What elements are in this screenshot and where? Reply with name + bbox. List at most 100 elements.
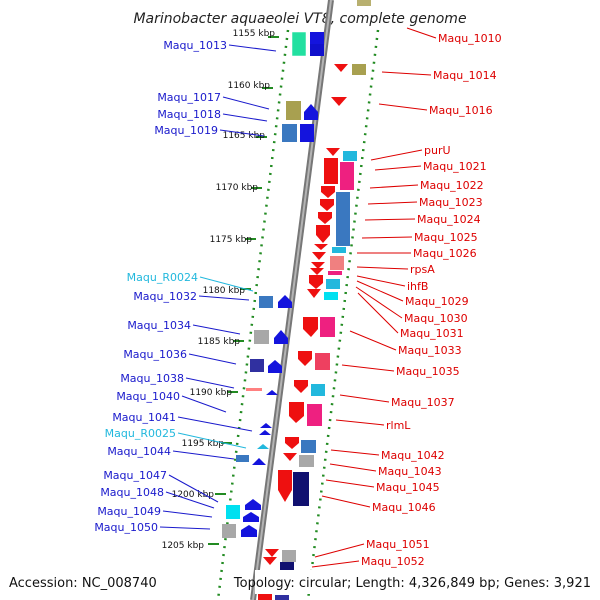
gene-feature[interactable] — [241, 525, 257, 537]
gene-feature[interactable] — [336, 192, 350, 246]
gene-feature[interactable] — [259, 296, 273, 308]
gene-feature[interactable] — [260, 423, 272, 428]
gene-label[interactable]: Maqu_1034 — [127, 319, 191, 332]
gene-feature[interactable] — [331, 97, 347, 106]
gene-feature[interactable] — [291, 31, 307, 57]
gene-feature[interactable] — [307, 404, 322, 426]
gene-feature[interactable] — [332, 247, 346, 253]
gene-feature[interactable] — [315, 353, 330, 370]
gene-feature[interactable] — [298, 351, 312, 366]
gene-label[interactable]: Maqu_1025 — [414, 231, 478, 244]
gene-label[interactable]: Maqu_1010 — [438, 32, 502, 45]
gene-feature[interactable] — [268, 360, 282, 373]
gene-feature[interactable] — [283, 453, 297, 461]
gene-label[interactable]: Maqu_1043 — [378, 465, 442, 478]
gene-feature[interactable] — [300, 124, 314, 142]
gene-feature[interactable] — [328, 271, 342, 275]
gene-feature[interactable] — [275, 595, 289, 600]
gene-label[interactable]: Maqu_1018 — [157, 108, 221, 121]
gene-feature[interactable] — [320, 199, 334, 211]
gene-label[interactable]: Maqu_1033 — [398, 344, 462, 357]
gene-feature[interactable] — [357, 0, 371, 6]
gene-feature[interactable] — [326, 148, 340, 156]
gene-label[interactable]: Maqu_1013 — [163, 39, 227, 52]
gene-feature[interactable] — [324, 158, 338, 184]
gene-label[interactable]: Maqu_1046 — [372, 501, 436, 514]
gene-label[interactable]: Maqu_1022 — [420, 179, 484, 192]
gene-label[interactable]: Maqu_1050 — [94, 521, 158, 534]
gene-label[interactable]: Maqu_1036 — [123, 348, 187, 361]
gene-feature[interactable] — [324, 292, 338, 300]
gene-feature[interactable] — [252, 458, 266, 465]
gene-label[interactable]: Maqu_1014 — [433, 69, 497, 82]
gene-feature[interactable] — [222, 524, 236, 538]
gene-label[interactable]: rlmL — [386, 419, 411, 432]
gene-label[interactable]: Maqu_1051 — [366, 538, 430, 551]
gene-feature[interactable] — [307, 289, 321, 298]
gene-label[interactable]: Maqu_1049 — [97, 505, 161, 518]
gene-label[interactable]: Maqu_1040 — [116, 390, 180, 403]
gene-feature[interactable] — [320, 317, 335, 337]
gene-label[interactable]: Maqu_1037 — [391, 396, 455, 409]
gene-label[interactable]: Maqu_1042 — [381, 449, 445, 462]
gene-feature[interactable] — [334, 64, 348, 72]
gene-feature[interactable] — [258, 593, 272, 600]
gene-feature[interactable] — [280, 562, 294, 570]
gene-label[interactable]: Maqu_1032 — [133, 290, 197, 303]
gene-label[interactable]: Maqu_1047 — [103, 469, 167, 482]
gene-label[interactable]: Maqu_1031 — [400, 327, 464, 340]
gene-label[interactable]: Maqu_1026 — [413, 247, 477, 260]
gene-label[interactable]: Maqu_1048 — [100, 486, 164, 499]
gene-feature[interactable] — [278, 470, 292, 502]
gene-label[interactable]: Maqu_1023 — [419, 196, 483, 209]
gene-feature[interactable] — [312, 252, 326, 260]
gene-label[interactable]: Maqu_1044 — [107, 445, 171, 458]
gene-label[interactable]: Maqu_R0025 — [105, 427, 176, 440]
gene-feature[interactable] — [293, 472, 309, 506]
gene-label[interactable]: Maqu_1045 — [376, 481, 440, 494]
gene-label[interactable]: Maqu_1029 — [405, 295, 469, 308]
gene-label[interactable]: Maqu_1019 — [154, 124, 218, 137]
gene-label[interactable]: Maqu_1021 — [423, 160, 487, 173]
gene-feature[interactable] — [226, 505, 240, 519]
gene-label[interactable]: purU — [424, 144, 451, 157]
gene-feature[interactable] — [309, 275, 323, 289]
gene-label[interactable]: Maqu_1041 — [112, 411, 176, 424]
gene-feature[interactable] — [286, 101, 301, 120]
gene-feature[interactable] — [265, 549, 279, 557]
gene-feature[interactable] — [257, 444, 269, 449]
gene-feature[interactable] — [245, 499, 261, 510]
gene-feature[interactable] — [330, 256, 344, 270]
gene-label[interactable]: Maqu_1024 — [417, 213, 481, 226]
gene-feature[interactable] — [310, 44, 324, 56]
gene-feature[interactable] — [263, 557, 277, 565]
gene-feature[interactable] — [343, 151, 357, 161]
gene-label[interactable]: Maqu_1038 — [120, 372, 184, 385]
gene-label[interactable]: Maqu_1035 — [396, 365, 460, 378]
gene-label[interactable]: Maqu_R0024 — [127, 271, 198, 284]
gene-feature[interactable] — [278, 295, 292, 308]
gene-feature[interactable] — [294, 380, 308, 393]
gene-feature[interactable] — [301, 440, 316, 453]
gene-feature[interactable] — [266, 390, 278, 395]
gene-feature[interactable] — [243, 512, 259, 522]
gene-feature[interactable] — [304, 104, 318, 120]
gene-label[interactable]: Maqu_1052 — [361, 555, 425, 568]
gene-feature[interactable] — [254, 330, 269, 344]
gene-label[interactable]: Maqu_1016 — [429, 104, 493, 117]
gene-feature[interactable] — [299, 455, 314, 467]
gene-feature[interactable] — [318, 212, 332, 224]
gene-feature[interactable] — [340, 162, 354, 190]
gene-feature[interactable] — [274, 330, 288, 344]
gene-feature[interactable] — [250, 359, 264, 372]
gene-feature[interactable] — [310, 268, 324, 275]
gene-label[interactable]: rpsA — [410, 263, 435, 276]
gene-label[interactable]: ihfB — [407, 280, 428, 293]
gene-feature[interactable] — [326, 279, 340, 289]
gene-feature[interactable] — [282, 124, 297, 142]
gene-feature[interactable] — [246, 388, 262, 391]
gene-feature[interactable] — [259, 430, 271, 435]
gene-feature[interactable] — [352, 64, 366, 75]
gene-feature[interactable] — [236, 455, 249, 462]
gene-feature[interactable] — [282, 550, 296, 562]
